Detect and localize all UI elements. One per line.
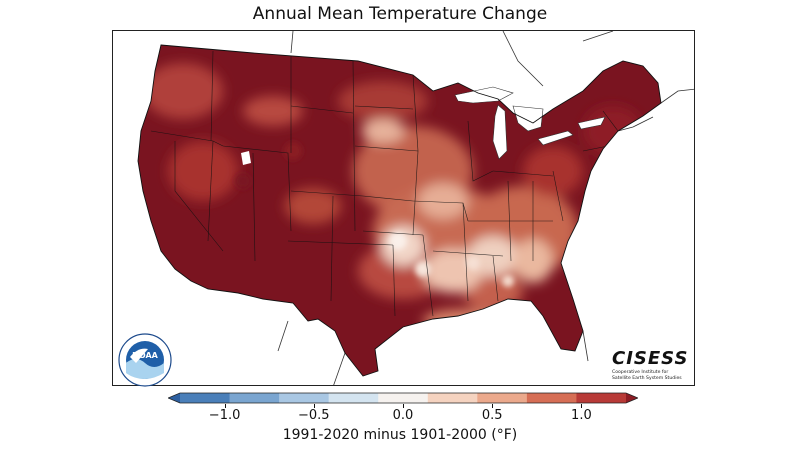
colorbar-tick-label: 0.5 (481, 408, 503, 423)
colorbar-extend-low (168, 393, 180, 403)
colorbar-segment (477, 393, 528, 403)
colorbar-tick-mark (581, 404, 583, 408)
colorbar-tick-mark (403, 404, 404, 408)
colorbar-tick-label: −1.0 (208, 408, 241, 423)
colorbar-extend-high (626, 393, 638, 403)
colorbar-segment (427, 393, 478, 403)
colorbar-segment (279, 393, 330, 403)
colorbar-tick-mark (492, 404, 494, 408)
colorbar-segment (378, 393, 429, 403)
great-salt-lake (241, 151, 251, 165)
cisess-subtitle: Cooperative Institute for Satellite Eart… (612, 370, 682, 381)
colorbar-segment (576, 393, 627, 403)
colorbar-tick-label: 0.0 (392, 408, 414, 423)
colorbar-tick-label: −0.5 (298, 408, 330, 423)
map-panel (112, 30, 695, 386)
colorbar-segment (229, 393, 280, 403)
us-temperature-map (137, 31, 694, 385)
colorbar-segment (526, 393, 577, 403)
cisess-wordmark: CISESS (612, 348, 689, 369)
neighbor-outlines (277, 31, 694, 385)
colorbar-label: 1991-2020 minus 1901-2000 (°F) (282, 427, 518, 443)
cisess-logo: CISESS Cooperative Institute for Satelli… (612, 350, 692, 382)
noaa-logo: NOAA (118, 333, 172, 387)
map-title: Annual Mean Temperature Change (252, 4, 548, 24)
colorbar-tick-mark (224, 404, 226, 408)
colorbar-segment (328, 393, 379, 403)
colorbar-tick-mark (313, 404, 315, 408)
noaa-text: NOAA (132, 351, 158, 360)
colorbar-tick-label: 1.0 (571, 408, 592, 423)
colorbar-segment (180, 393, 231, 403)
temperature-field (138, 45, 661, 376)
colorbar-ticks: −1.0 −0.5 0.0 0.5 1.0 (0, 404, 800, 424)
colorbar (168, 392, 638, 404)
